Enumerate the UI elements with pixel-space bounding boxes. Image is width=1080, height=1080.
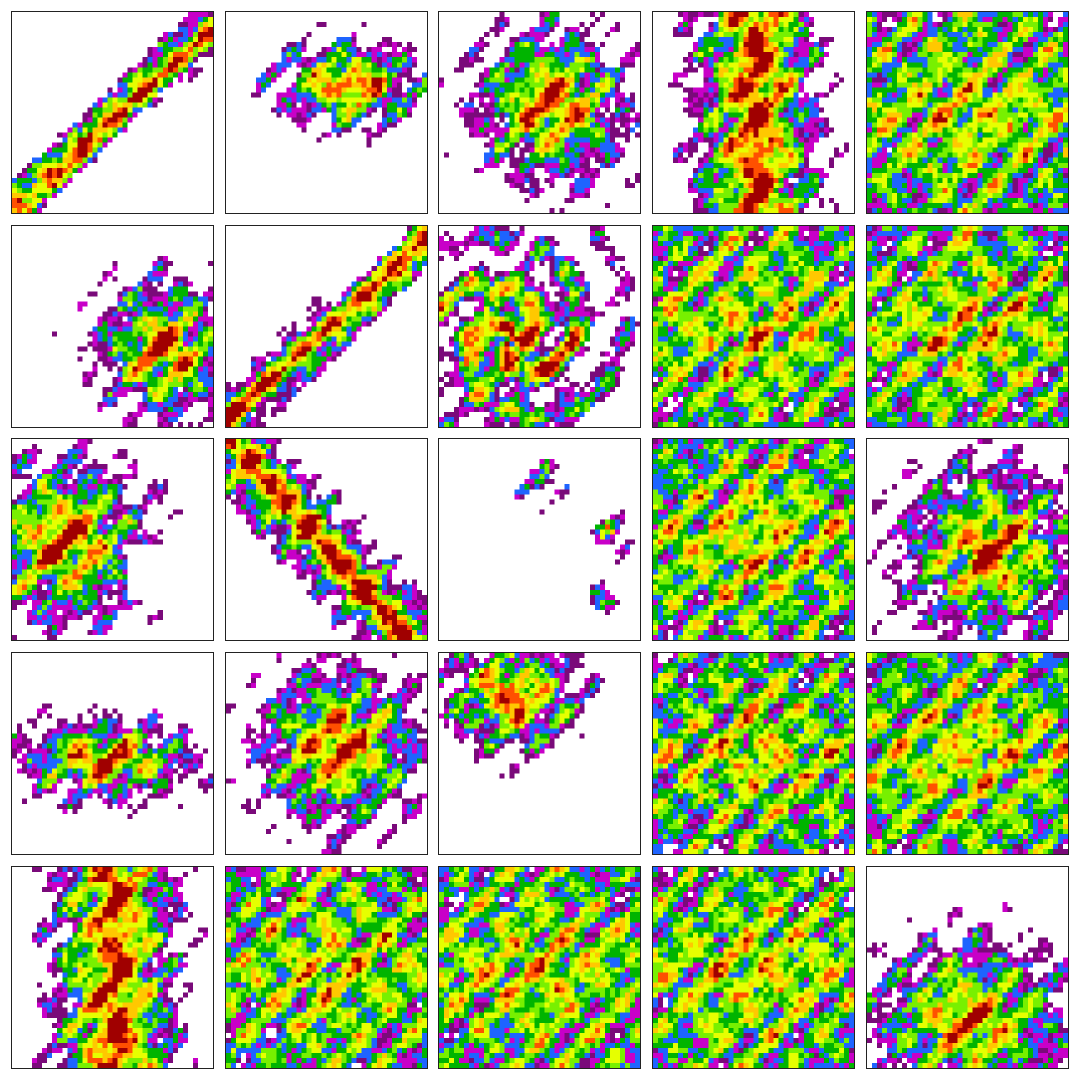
precipitation-tile-r5c5 xyxy=(866,866,1069,1069)
precipitation-tile-r4c3 xyxy=(438,652,641,855)
precipitation-field-image xyxy=(867,12,1068,213)
precipitation-field-image xyxy=(12,226,213,427)
precipitation-tile-r1c4 xyxy=(652,11,855,214)
precipitation-tile-r5c4 xyxy=(652,866,855,1069)
precipitation-field-image xyxy=(439,12,640,213)
precipitation-tile-r1c3 xyxy=(438,11,641,214)
precipitation-field-image xyxy=(653,867,854,1068)
precipitation-field-image xyxy=(12,653,213,854)
precipitation-field-image xyxy=(226,439,427,640)
precipitation-field-image xyxy=(867,439,1068,640)
precipitation-field-image xyxy=(439,653,640,854)
precipitation-tile-r4c1 xyxy=(11,652,214,855)
precipitation-tile-r1c5 xyxy=(866,11,1069,214)
precipitation-field-image xyxy=(867,226,1068,427)
precipitation-tile-r3c3 xyxy=(438,438,641,641)
precipitation-field-image xyxy=(12,439,213,640)
precipitation-tile-r5c2 xyxy=(225,866,428,1069)
precipitation-tile-r5c1 xyxy=(11,866,214,1069)
precipitation-tile-r3c2 xyxy=(225,438,428,641)
precipitation-tile-r3c5 xyxy=(866,438,1069,641)
precipitation-tile-r1c1 xyxy=(11,11,214,214)
precipitation-tile-r2c5 xyxy=(866,225,1069,428)
precipitation-tile-r2c4 xyxy=(652,225,855,428)
precipitation-tile-r2c1 xyxy=(11,225,214,428)
precipitation-field-image xyxy=(439,867,640,1068)
precipitation-field-image xyxy=(226,226,427,427)
precipitation-field-image xyxy=(12,867,213,1068)
precipitation-field-image xyxy=(12,12,213,213)
precipitation-field-image xyxy=(653,439,854,640)
precipitation-field-image xyxy=(653,226,854,427)
precipitation-tile-r3c4 xyxy=(652,438,855,641)
precipitation-field-image xyxy=(439,226,640,427)
precipitation-tile-r2c2 xyxy=(225,225,428,428)
precipitation-field-image xyxy=(439,439,640,640)
precipitation-field-image xyxy=(226,12,427,213)
precipitation-tile-r5c3 xyxy=(438,866,641,1069)
precipitation-tile-r1c2 xyxy=(225,11,428,214)
precipitation-field-image xyxy=(867,653,1068,854)
precipitation-tile-r3c1 xyxy=(11,438,214,641)
precipitation-tile-r4c4 xyxy=(652,652,855,855)
precipitation-field-image xyxy=(226,653,427,854)
precipitation-tile-r4c5 xyxy=(866,652,1069,855)
precipitation-field-image xyxy=(226,867,427,1068)
precipitation-field-image xyxy=(653,653,854,854)
precipitation-field-image xyxy=(867,867,1068,1068)
precipitation-tile-r4c2 xyxy=(225,652,428,855)
precipitation-field-image xyxy=(653,12,854,213)
precipitation-tile-r2c3 xyxy=(438,225,641,428)
